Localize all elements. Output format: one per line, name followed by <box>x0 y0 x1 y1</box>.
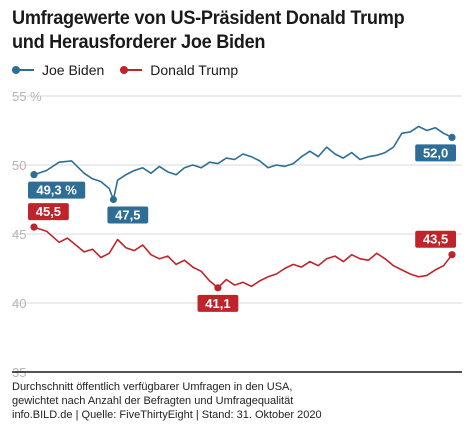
footer-note-line2: gewichtet nach Anzahl der Befragten und … <box>12 395 294 407</box>
chart-title-line2: und Herausforderer Joe Biden <box>12 31 266 53</box>
data-point-trump-0 <box>30 223 38 231</box>
data-label-box-biden-0 <box>28 181 86 199</box>
data-label-box-biden-1 <box>107 206 149 224</box>
data-label-trump-2: 43,5 <box>423 232 448 247</box>
legend-swatch-trump <box>120 66 143 74</box>
data-label-box-trump-0 <box>28 203 69 221</box>
y-tick-label-50: 50 <box>12 158 26 173</box>
data-point-biden-2 <box>448 133 456 141</box>
footer-note-line1: Durchschnitt öffentlich verfügbarer Umfr… <box>12 381 293 393</box>
data-point-biden-0 <box>30 171 38 179</box>
chart-footer: Durchschnitt öffentlich verfügbarer Umfr… <box>12 380 468 422</box>
data-label-trump-0: 45,5 <box>36 204 61 219</box>
series-line-trump <box>33 226 453 289</box>
data-label-trump-1: 41,1 <box>205 296 230 311</box>
data-point-biden-1 <box>109 195 118 204</box>
data-label-box-trump-2 <box>415 230 456 248</box>
y-tick-label-40: 40 <box>12 296 26 311</box>
legend: Joe Biden Donald Trump <box>12 60 254 80</box>
data-point-trump-1 <box>214 284 222 292</box>
y-tick-label-45: 45 <box>12 227 26 242</box>
x-tick-label-start: Februar 2020 <box>14 377 92 378</box>
legend-swatch-biden <box>12 66 34 74</box>
chart-title-line1: Umfragewerte von US-Präsident Donald Tru… <box>12 7 405 29</box>
x-tick-label-end: Oktober 2020 <box>384 377 466 378</box>
legend-item-biden: Joe Biden <box>12 62 104 78</box>
series-line-biden <box>33 125 453 201</box>
data-label-biden-1: 47,5 <box>115 208 140 223</box>
data-label-biden-2: 52,0 <box>423 145 448 160</box>
chart-title: Umfragewerte von US-Präsident Donald Tru… <box>12 6 436 54</box>
legend-item-trump: Donald Trump <box>120 62 238 78</box>
data-label-biden-0: 49,3 % <box>36 183 77 198</box>
y-tick-label-55: 55 % <box>12 89 42 104</box>
legend-label-biden: Joe Biden <box>42 62 105 78</box>
data-label-box-trump-1 <box>197 294 239 312</box>
legend-label-trump: Donald Trump <box>150 62 239 78</box>
data-label-box-biden-2 <box>415 144 456 162</box>
footer-source: info.BILD.de | Quelle: FiveThirtyEight |… <box>12 409 322 421</box>
data-point-trump-2 <box>448 251 456 259</box>
